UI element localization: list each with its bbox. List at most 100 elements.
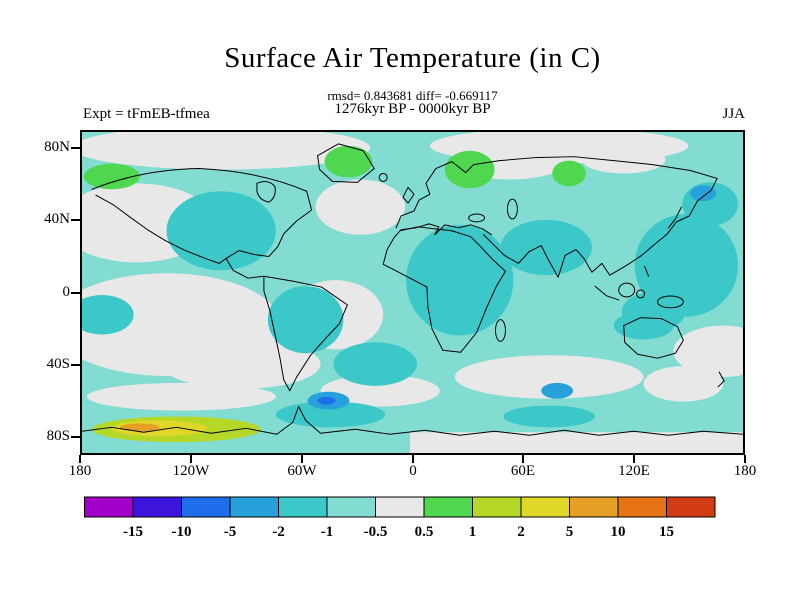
colorbar-labels: -15 -10 -5 -2 -1 -0.5 0.5 1 2 5 10 15 — [123, 524, 674, 540]
lon-label-120e: 120E — [618, 463, 650, 479]
coastline-antarctica — [82, 406, 743, 436]
colorbar-label: -2 — [272, 524, 285, 540]
coastline-greenland — [317, 143, 375, 183]
lon-label-180e: 180 — [733, 463, 757, 479]
anomaly-region-neutral — [581, 145, 666, 174]
coastline-north-america-west — [95, 194, 227, 264]
coastline-australia — [623, 317, 684, 359]
coastline-layer — [82, 143, 743, 436]
colorbar-segment — [472, 496, 522, 518]
anomaly-region-neutral — [673, 325, 743, 377]
anomaly-region-neutral — [643, 366, 724, 402]
colorbar: -15 -10 -5 -2 -1 -0.5 0.5 1 2 5 10 15 — [84, 496, 716, 547]
coastline-asia-north — [473, 156, 718, 179]
lat-tick — [71, 436, 80, 438]
lat-tick — [71, 292, 80, 294]
anomaly-region-cool1 — [275, 401, 386, 428]
coastline-iceland — [378, 172, 388, 182]
coastline-north-america — [91, 168, 313, 279]
stats-line: rmsd= 0.843681 diff= -0.669117 — [327, 88, 498, 103]
anomaly-region-cool1 — [166, 191, 276, 271]
colorbar-label: 5 — [566, 524, 574, 540]
anomaly-region-neutral — [86, 382, 276, 411]
colorbar-segment — [132, 496, 182, 518]
lon-tick — [744, 455, 746, 463]
colorbar-segment — [569, 496, 619, 518]
coastline-caspian-sea — [506, 198, 518, 220]
anomaly-region-cool3 — [317, 396, 336, 405]
season-label: JJA — [722, 106, 745, 122]
coastline-new-guinea — [657, 295, 684, 309]
colorbar-label: -15 — [123, 524, 143, 540]
anomaly-region-cool1 — [503, 405, 595, 428]
lat-tick — [71, 219, 80, 221]
anomaly-region-warm1 — [552, 160, 586, 187]
colorbar-label: -1 — [321, 524, 334, 540]
lat-label-40n: 40N — [44, 211, 70, 227]
anomaly-region-cool1 — [82, 294, 134, 335]
lon-tick — [522, 455, 524, 463]
anomaly-region-warm4 — [119, 423, 160, 432]
anomaly-region-cool1 — [406, 224, 514, 336]
lon-tick — [190, 455, 192, 463]
anomaly-region-neutral — [82, 132, 371, 170]
colorbar-svg: -15 -10 -5 -2 -1 -0.5 0.5 1 2 5 10 15 — [84, 496, 716, 540]
coastline-black-sea — [468, 213, 486, 223]
coastline-philippines — [644, 265, 650, 277]
colorbar-segment — [84, 496, 134, 518]
coastline-sulawesi — [636, 289, 646, 299]
anomaly-region-cool2 — [690, 185, 717, 202]
coastline-africa — [382, 226, 506, 353]
anomaly-region-neutral — [454, 355, 644, 399]
lat-tick — [71, 147, 80, 149]
colorbar-label: 15 — [659, 524, 674, 540]
anomaly-region-cool1 — [500, 219, 592, 276]
colorbar-segment — [423, 496, 473, 518]
anomaly-region-cool1 — [267, 286, 344, 354]
colorbar-label: -5 — [224, 524, 237, 540]
colorbar-label: 10 — [611, 524, 626, 540]
coastline-sumatra-java — [594, 285, 620, 301]
anomaly-region-neutral — [161, 339, 321, 389]
coastline-hudson-bay — [256, 180, 276, 203]
colorbar-segment — [326, 496, 376, 518]
period-line: 1276kyr BP - 0000kyr BP — [334, 101, 491, 117]
anomaly-region-neutral — [320, 374, 440, 407]
lon-tick — [633, 455, 635, 463]
colorbar-label: 2 — [517, 524, 525, 540]
lon-label-120w: 120W — [172, 463, 210, 479]
lat-tick — [71, 364, 80, 366]
colorbar-label: -0.5 — [364, 524, 388, 540]
colorbar-segments — [84, 496, 716, 518]
anomaly-region-warm1 — [83, 163, 140, 190]
lon-tick — [412, 455, 414, 463]
coastline-europe — [395, 161, 475, 229]
anomaly-region-cool2 — [541, 382, 574, 399]
lon-label-60w: 60W — [287, 463, 317, 479]
colorbar-segment — [278, 496, 328, 518]
coastline-madagascar — [495, 319, 506, 342]
coastline-borneo — [618, 282, 636, 298]
coastline-japan — [667, 206, 682, 229]
lon-label-60e: 60E — [510, 463, 536, 479]
colorbar-segment — [181, 496, 231, 518]
anomaly-region-cool1 — [333, 342, 417, 386]
lat-label-80n: 80N — [44, 139, 70, 155]
lon-label-0: 0 — [409, 463, 417, 479]
anomaly-region-neutral — [410, 432, 743, 453]
colorbar-segment — [520, 496, 570, 518]
anomaly-fill-layer — [82, 132, 743, 453]
colorbar-segment — [666, 496, 716, 518]
anomaly-region-neutral — [315, 179, 406, 235]
anomaly-region-warm1 — [324, 145, 373, 178]
lat-label-80s: 80S — [46, 428, 70, 444]
colorbar-segment — [229, 496, 279, 518]
plot-title: Surface Air Temperature (in C) — [224, 42, 601, 74]
experiment-label: Expt = tFmEB-tfmea — [83, 106, 210, 122]
lat-label-40s: 40S — [46, 356, 70, 372]
world-anomaly-map — [82, 132, 743, 453]
anomaly-region-warm1 — [444, 150, 495, 189]
coastline-south-asia — [483, 234, 603, 278]
lon-label-180w: 180 — [68, 463, 92, 479]
